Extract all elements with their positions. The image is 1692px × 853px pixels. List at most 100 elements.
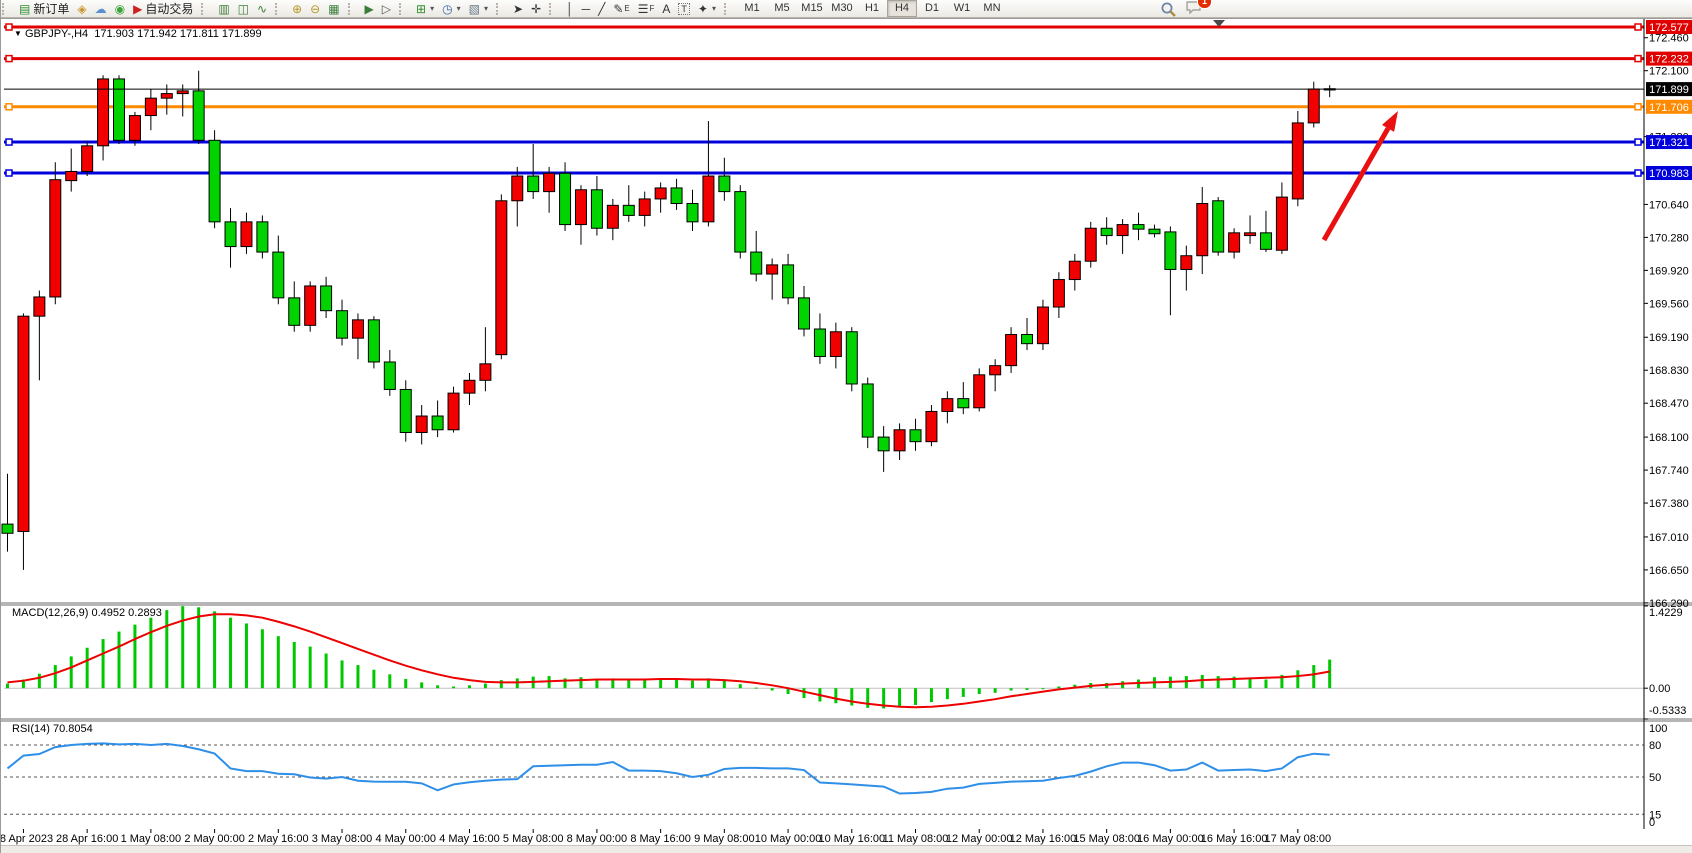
- quotes-icon[interactable]: ◈: [73, 0, 90, 18]
- candle-body-bear: [734, 191, 747, 253]
- candle-body-bear: [845, 331, 858, 385]
- chart-shift-marker[interactable]: [1213, 20, 1225, 27]
- time-axis-label: 16 May 00:00: [1137, 833, 1204, 845]
- hline-handle[interactable]: [1634, 169, 1642, 177]
- candle-body-bull: [574, 189, 587, 226]
- text-button[interactable]: A: [658, 0, 674, 18]
- rsi-axis-label: 15: [1649, 809, 1661, 821]
- chevron-down-icon[interactable]: ▾: [456, 4, 461, 13]
- hline-handle[interactable]: [5, 169, 13, 177]
- candle-body-bull: [304, 285, 317, 326]
- zoom-in-button[interactable]: ⊕: [288, 0, 306, 18]
- timeframe-button-h4[interactable]: H4: [886, 0, 917, 17]
- search-icon[interactable]: [1160, 1, 1177, 17]
- macd-histogram-bar: [420, 682, 424, 689]
- cursor-button[interactable]: ➤: [509, 0, 527, 18]
- line-chart-button[interactable]: ∿: [253, 0, 271, 18]
- hline-handle[interactable]: [1634, 138, 1642, 146]
- text-label-button[interactable]: T: [674, 0, 694, 18]
- timeframe-button-m5[interactable]: M5: [774, 2, 790, 14]
- candle-body-bull: [973, 374, 986, 409]
- toolbar-group-grip[interactable]: [495, 2, 503, 15]
- price-axis-tick-label: 168.470: [1649, 398, 1689, 410]
- equidistant-channel-button[interactable]: ✎ E: [609, 0, 633, 18]
- vertical-line-button[interactable]: │: [562, 0, 578, 18]
- timeframe-button-w1[interactable]: W1: [953, 2, 971, 14]
- toolbar-group-grip[interactable]: [347, 2, 355, 15]
- trendline-button[interactable]: ╱: [594, 0, 609, 18]
- crosshair-button[interactable]: ✛: [527, 0, 545, 18]
- zoom-out-button[interactable]: ⊖: [306, 0, 324, 18]
- candle-body-bear: [670, 187, 683, 205]
- price-badge-label: 172.232: [1649, 54, 1689, 66]
- hline-handle[interactable]: [5, 138, 13, 146]
- hline-handle[interactable]: [5, 54, 13, 63]
- rsi-indicator-label: RSI(14) 70.8054: [12, 723, 93, 735]
- time-axis-label: 10 May 16:00: [818, 833, 885, 845]
- timeframe-button-m30[interactable]: M30: [831, 2, 853, 14]
- candle-body-bull: [128, 115, 141, 141]
- toolbar-group-grip[interactable]: [275, 2, 282, 15]
- time-axis-label: 12 May 16:00: [1010, 833, 1077, 845]
- candle-body-bear: [1148, 228, 1161, 235]
- chart-shift-button[interactable]: ▷: [378, 0, 395, 18]
- periods-button[interactable]: ◷ ▾: [438, 0, 465, 18]
- macd-histogram-bar: [898, 688, 902, 708]
- indicators-button[interactable]: ⊞ ▾: [412, 0, 438, 18]
- new-order-button[interactable]: ▤ 新订单: [15, 0, 73, 18]
- arrows-button[interactable]: ✦ ▾: [694, 0, 720, 18]
- timeframe-button-h1[interactable]: H1: [864, 2, 880, 14]
- cursor-glyph: ➤: [512, 1, 524, 16]
- horizontal-line-button[interactable]: ─: [578, 0, 595, 18]
- chevron-down-icon[interactable]: ▾: [430, 4, 435, 13]
- price-badge-label: 171.899: [1649, 84, 1689, 96]
- hline-handle[interactable]: [5, 23, 13, 31]
- macd-signal-line: [7, 613, 1330, 709]
- time-axis-label: 28 Apr 2023: [1, 833, 53, 845]
- chart-shift-glyph: ▷: [381, 1, 392, 16]
- toolbar-group-grip[interactable]: [549, 2, 556, 15]
- timeframe-button-m1[interactable]: M1: [744, 2, 760, 14]
- candle-body-bull: [1116, 224, 1129, 237]
- hline-handle[interactable]: [1634, 23, 1642, 31]
- macd-histogram-bar: [834, 688, 838, 704]
- news-icon[interactable]: ◉: [111, 0, 129, 18]
- macd-histogram-bar: [802, 688, 806, 699]
- candle-body-bear: [336, 310, 349, 339]
- bar-chart-button[interactable]: ▥: [214, 0, 233, 18]
- timeframe-button-m15[interactable]: M15: [801, 2, 823, 14]
- price-badge-172.232: [1646, 51, 1692, 66]
- notifications-button[interactable]: 1: [1185, 0, 1212, 18]
- community-icon-glyph: ☁: [94, 1, 107, 16]
- trend-arrow-line[interactable]: [1321, 127, 1391, 242]
- hline-handle[interactable]: [1634, 103, 1642, 111]
- chevron-down-icon[interactable]: ▾: [483, 4, 488, 13]
- autotrading-button[interactable]: ▶ 自动交易: [129, 0, 197, 18]
- toolbar-group-grip[interactable]: [2, 2, 9, 15]
- toolbar-group-grip[interactable]: [201, 2, 208, 15]
- macd-histogram-bar: [1264, 679, 1268, 689]
- candle-body-bear: [686, 203, 699, 223]
- toolbar-group-grip[interactable]: [399, 2, 406, 15]
- chevron-down-icon[interactable]: ▾: [711, 4, 716, 13]
- macd-histogram-bar: [213, 611, 217, 689]
- candlestick-chart-button[interactable]: ◫: [234, 0, 253, 18]
- auto-scroll-button[interactable]: ▶: [361, 0, 378, 18]
- timeframe-button-mn[interactable]: MN: [983, 2, 1001, 14]
- timeframe-button-d1[interactable]: D1: [924, 2, 940, 14]
- tile-windows-button[interactable]: ▦: [324, 0, 343, 18]
- templates-button[interactable]: ▧ ▾: [465, 0, 492, 18]
- candle-body-bull: [495, 200, 508, 356]
- equidistant-channel-glyph: ✎: [613, 1, 624, 16]
- community-icon[interactable]: ☁: [91, 0, 111, 18]
- hline-handle[interactable]: [1634, 54, 1642, 63]
- timeframe-group: M1 M5 M15 M30 H1 H4 D1 W1 MN: [734, 0, 1010, 18]
- time-axis-label: 2 May 00:00: [184, 833, 245, 845]
- toolbar-group-grip[interactable]: [723, 2, 731, 15]
- quotes-icon-glyph: ◈: [77, 1, 87, 16]
- fibonacci-button[interactable]: ☰ F: [634, 0, 659, 18]
- price-badge-label: 171.321: [1649, 137, 1689, 149]
- macd-histogram-bar: [37, 673, 41, 689]
- hline-handle[interactable]: [5, 103, 13, 111]
